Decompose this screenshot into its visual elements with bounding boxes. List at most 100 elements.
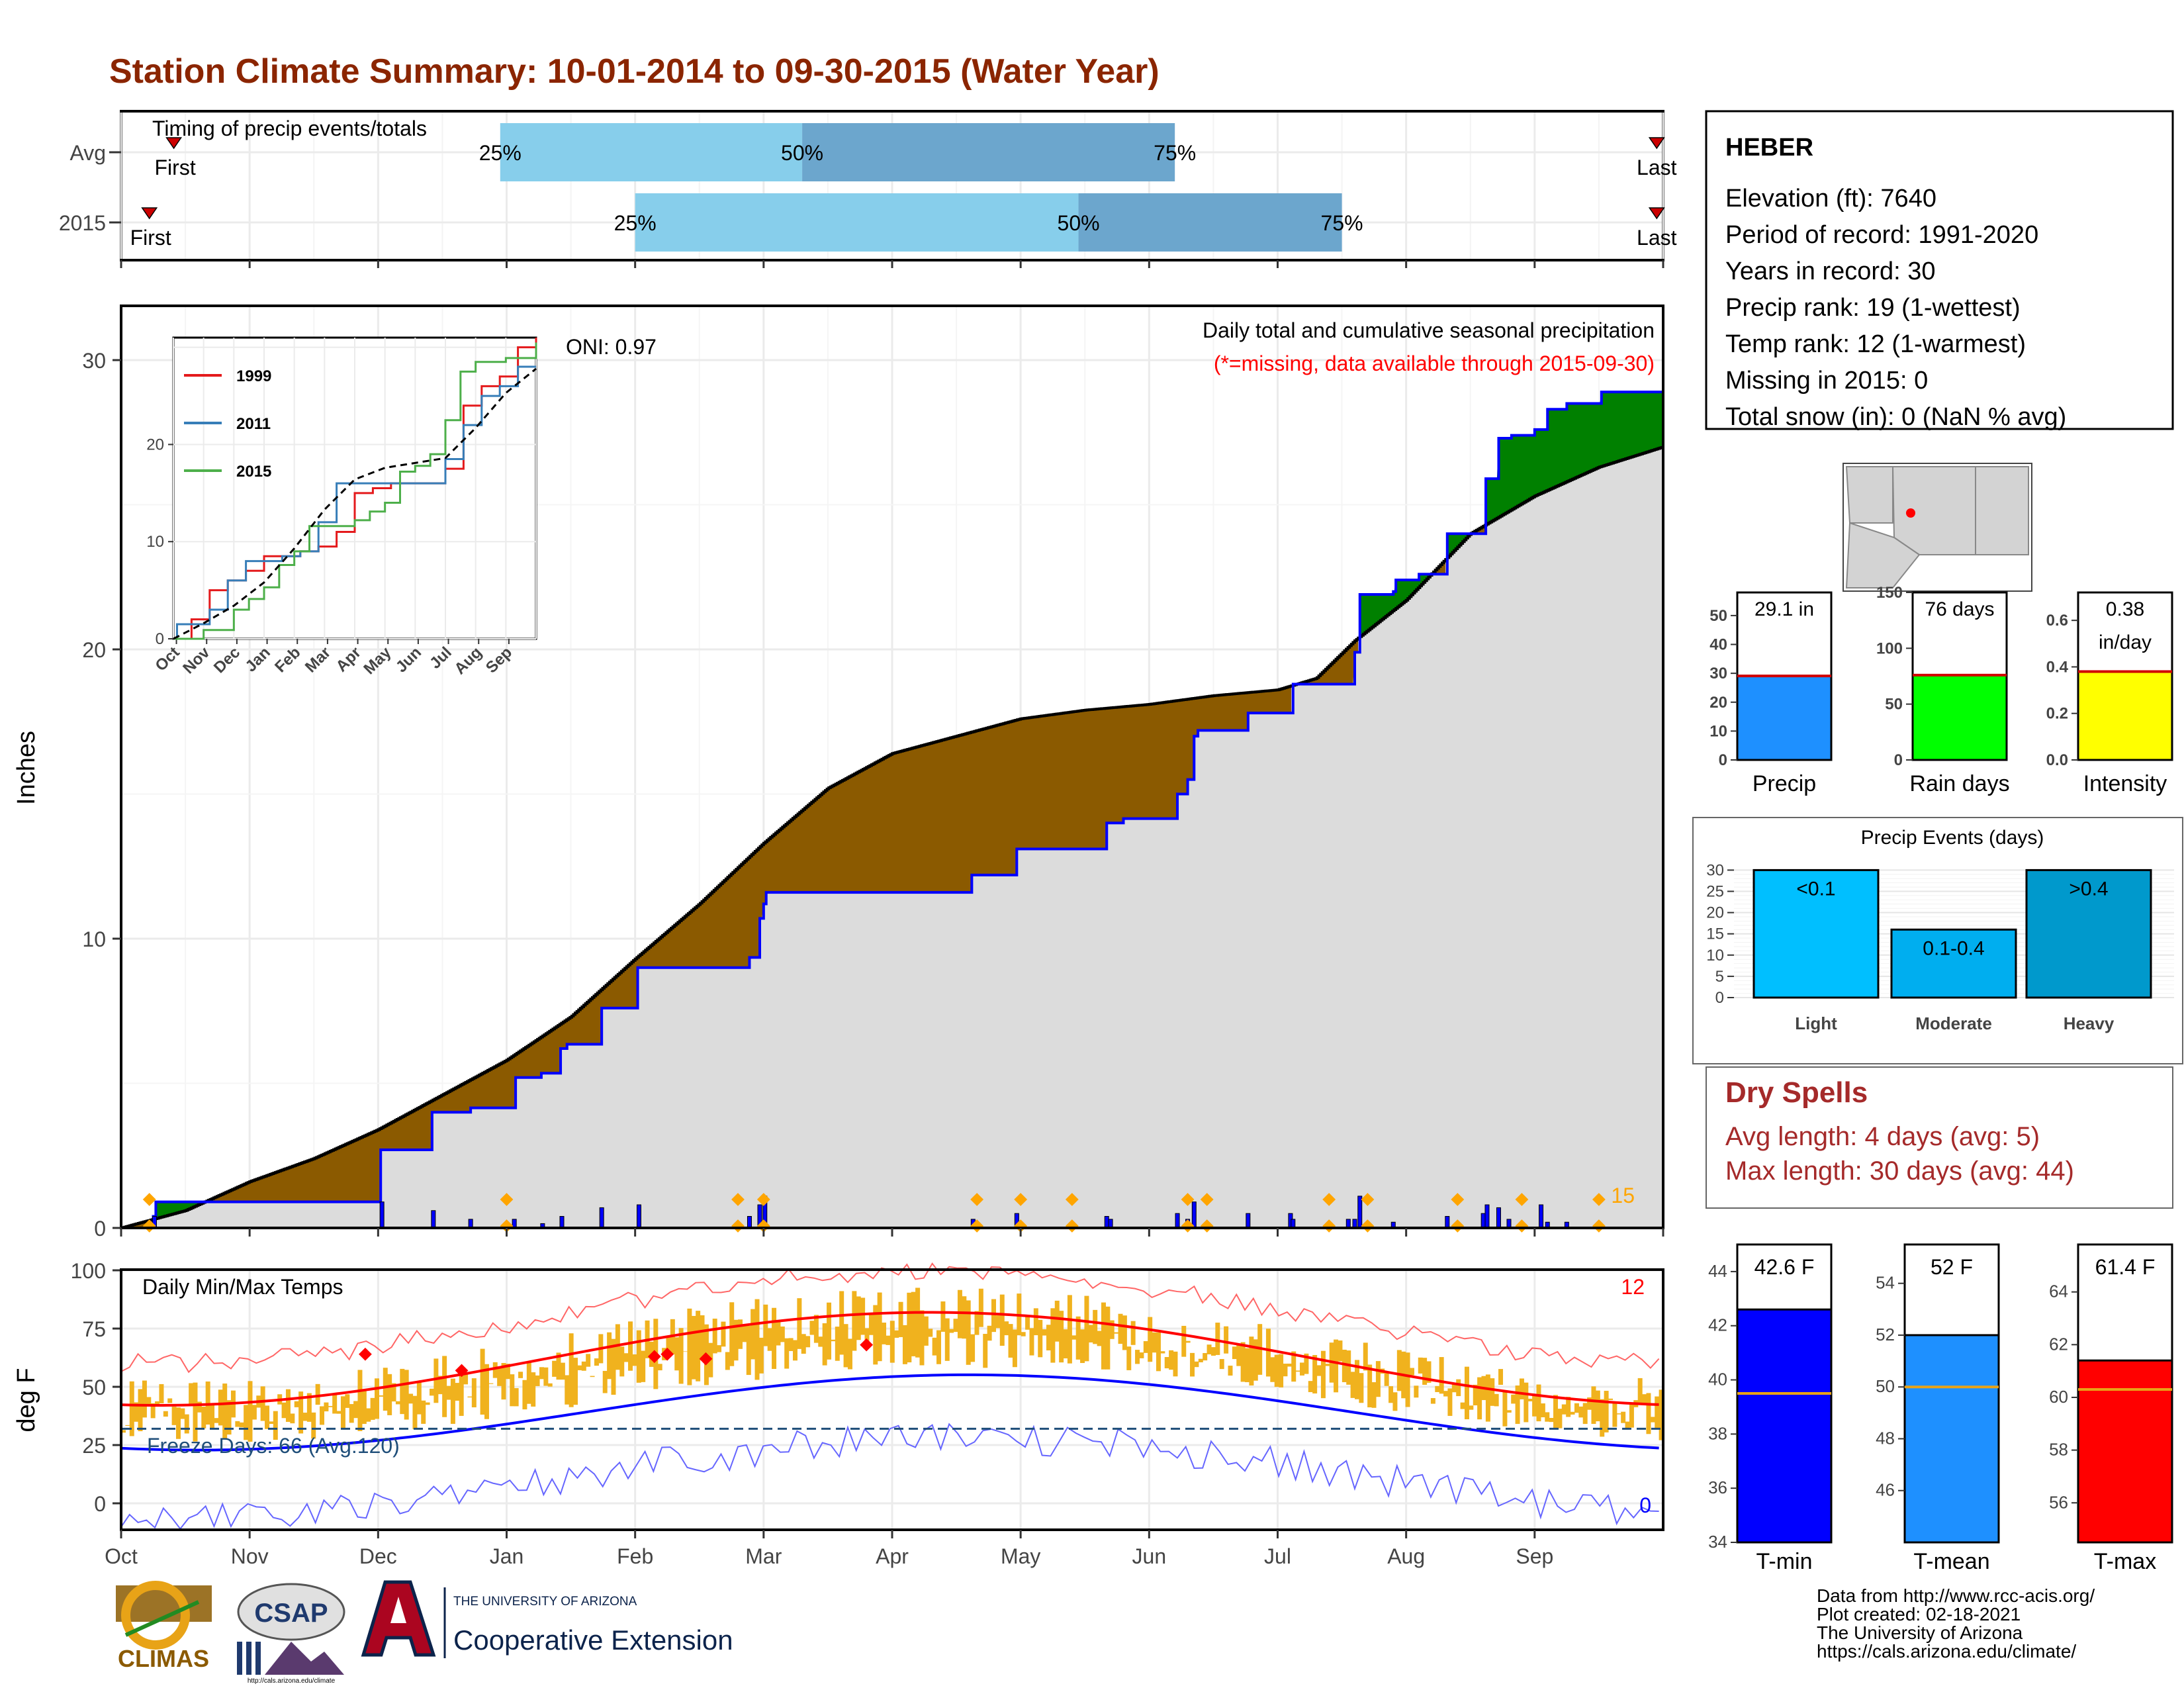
daily-temp-bar: [813, 1315, 819, 1343]
daily-temp-bar: [569, 1333, 574, 1407]
daily-temp-bar: [696, 1311, 701, 1382]
daily-temp-bar: [547, 1383, 553, 1387]
daily-temp-bar: [1236, 1344, 1242, 1366]
daily-temp-bar: [269, 1421, 274, 1425]
record-high-marker: [359, 1347, 372, 1361]
daily-temp-bar: [1625, 1421, 1630, 1429]
dry-spells-avg: Avg length: 4 days (avg: 5): [1725, 1122, 2040, 1151]
daily-precip-bar: [747, 1216, 752, 1229]
stat-bar-value-label: 29.1 in: [1754, 598, 1814, 620]
daily-temp-bar: [1578, 1406, 1584, 1418]
daily-temp-bar: [1473, 1384, 1478, 1405]
temp-bar-value-label: 42.6 F: [1754, 1255, 1815, 1279]
daily-temp-bar: [1456, 1379, 1461, 1397]
daily-temp-bar: [1130, 1321, 1136, 1345]
month-label: Dec: [359, 1544, 397, 1568]
temp-bar-value: [1736, 1308, 1833, 1544]
daily-temp-bar: [565, 1375, 570, 1405]
stat-bar-value-label: in/day: [2099, 632, 2152, 653]
daily-temp-bar: [1270, 1357, 1275, 1382]
daily-temp-bar: [607, 1332, 612, 1380]
daily-temp-bar: [1392, 1392, 1398, 1411]
events-ytick-label: 15: [1706, 925, 1724, 943]
temp-bar-ytick-label: 36: [1708, 1477, 1727, 1497]
daily-temp-bar: [531, 1372, 536, 1407]
daily-precip-bar: [1539, 1204, 1544, 1229]
station-info-line: Precip rank: 19 (1-wettest): [1725, 294, 2021, 322]
month-label: Jan: [490, 1544, 524, 1568]
daily-temp-bar: [1021, 1332, 1026, 1336]
daily-temp-bar: [911, 1291, 916, 1356]
daily-temp-bar: [302, 1413, 308, 1421]
precip-deficit-area: [206, 685, 1292, 1202]
daily-temp-bar: [1608, 1398, 1613, 1400]
daily-temp-bar: [763, 1304, 768, 1346]
daily-temp-bar: [1067, 1295, 1072, 1364]
inset-line-2015: [173, 342, 537, 640]
precip-ytick-label: 10: [82, 927, 106, 951]
daily-temp-bar: [1422, 1358, 1428, 1385]
event-intensity-marker: [970, 1193, 984, 1206]
daily-temp-bar: [1367, 1364, 1373, 1408]
daily-temp-bar: [1004, 1321, 1009, 1336]
daily-temp-bar: [518, 1372, 523, 1378]
timing-bar-q50-q75: [1078, 193, 1342, 252]
daily-temp-bar: [463, 1374, 469, 1385]
events-ytick-label: 20: [1706, 904, 1724, 922]
daily-temp-bar: [1274, 1354, 1279, 1387]
first-event-marker: [141, 207, 158, 220]
average-min-temp-line: [120, 1373, 1659, 1452]
daily-temp-bar: [738, 1319, 743, 1349]
daily-temp-bar: [1228, 1366, 1233, 1376]
svg-text:CSAP: CSAP: [254, 1599, 328, 1628]
daily-temp-bar: [898, 1301, 903, 1337]
timing-pct-label: 50%: [781, 141, 823, 165]
daily-temp-bar: [1582, 1403, 1588, 1425]
daily-temp-bar: [332, 1395, 338, 1414]
daily-temp-bar: [674, 1337, 680, 1371]
daily-temp-bar: [1025, 1315, 1030, 1330]
daily-temp-bar: [214, 1418, 219, 1423]
daily-temp-bar: [797, 1298, 802, 1349]
record-min-line: [120, 1423, 1659, 1530]
daily-temp-bar: [171, 1407, 177, 1425]
daily-temp-bar: [1135, 1350, 1140, 1364]
daily-precip-bar: [1480, 1213, 1486, 1229]
daily-temp-bar: [1164, 1357, 1169, 1369]
daily-temp-bar: [923, 1316, 929, 1346]
footer-line-2: Plot created: 02-18-2021: [1817, 1604, 2021, 1624]
daily-temp-bar: [1439, 1357, 1444, 1394]
daily-temp-bar: [1604, 1391, 1609, 1432]
temp-bar-ytick-label: 56: [2049, 1492, 2068, 1512]
temp-min-count: 0: [1639, 1493, 1651, 1517]
daily-temp-bar: [902, 1325, 907, 1364]
daily-temp-bar: [1375, 1361, 1381, 1397]
daily-temp-bar: [792, 1340, 797, 1361]
daily-temp-bar: [412, 1395, 418, 1429]
daily-temp-bar: [1046, 1325, 1051, 1350]
daily-temp-bar: [260, 1386, 265, 1421]
daily-temp-bar: [294, 1401, 299, 1407]
timing-bar-q25-q50: [500, 123, 803, 181]
daily-temp-bar: [936, 1330, 942, 1364]
stat-bar-ytick-label: 40: [1709, 636, 1727, 654]
daily-temp-bar: [480, 1348, 485, 1415]
daily-temp-bar: [400, 1368, 405, 1415]
temp-bar-ytick-label: 40: [1708, 1370, 1727, 1389]
events-bar: [1752, 868, 1880, 999]
daily-temp-bar: [285, 1389, 291, 1422]
station-info-line: Total snow (in): 0 (NaN % avg): [1725, 403, 2066, 431]
daily-temp-bar: [1447, 1388, 1453, 1416]
timing-row-2015-label: 2015: [59, 211, 106, 235]
daily-temp-bar: [1105, 1306, 1111, 1370]
daily-temp-bar: [340, 1396, 345, 1430]
timing-pct-label: 25%: [614, 211, 657, 235]
daily-temp-bar: [324, 1402, 329, 1412]
temp-bar-ytick-label: 58: [2049, 1440, 2068, 1460]
daily-temp-bar: [873, 1305, 878, 1365]
daily-temp-bar: [1245, 1348, 1250, 1382]
daily-temp-bar: [1418, 1357, 1423, 1374]
daily-temp-bar: [446, 1385, 451, 1400]
daily-temp-bar: [831, 1339, 836, 1342]
daily-temp-bar: [843, 1324, 848, 1368]
